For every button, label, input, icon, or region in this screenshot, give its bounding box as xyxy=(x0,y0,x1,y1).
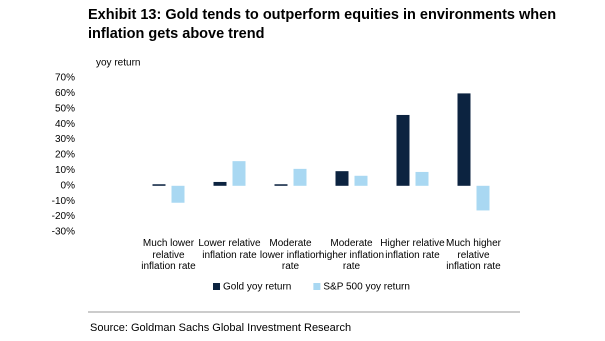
y-tick-label: -30% xyxy=(52,227,75,238)
y-tick-label: 50% xyxy=(55,103,75,114)
y-tick-label: 20% xyxy=(55,150,75,161)
bar xyxy=(415,171,429,186)
bar xyxy=(354,175,368,186)
y-tick-label: -20% xyxy=(52,211,75,222)
bar xyxy=(232,161,246,186)
bar xyxy=(457,93,471,186)
x-tick-label: Moderate higher inflation rate xyxy=(318,238,385,272)
y-tick-label: -10% xyxy=(52,196,75,207)
bar xyxy=(293,168,307,186)
x-tick-label: Moderate lower inflation rate xyxy=(259,238,322,272)
y-tick-label: 40% xyxy=(55,119,75,130)
y-tick-label: 60% xyxy=(55,88,75,99)
bar xyxy=(171,185,185,203)
legend-label: S&P 500 yoy return xyxy=(323,282,410,293)
x-tick-label: Much higher relative inflation rate xyxy=(445,238,502,272)
bar xyxy=(396,114,410,186)
bar xyxy=(152,184,166,186)
bar xyxy=(335,171,349,186)
bar xyxy=(274,184,288,186)
y-tick-label: 0% xyxy=(61,180,76,191)
y-axis-label: yoy return xyxy=(96,58,140,69)
y-tick-label: 30% xyxy=(55,134,75,145)
legend-swatch xyxy=(313,283,321,290)
x-tick-label: Lower relative inflation rate xyxy=(198,238,261,261)
y-tick-label: 70% xyxy=(55,73,75,84)
bar xyxy=(476,185,490,211)
source: Source: Goldman Sachs Global Investment … xyxy=(90,322,351,334)
y-tick-label: 10% xyxy=(55,165,75,176)
legend-swatch xyxy=(213,283,220,290)
bar xyxy=(213,181,227,186)
x-tick-label: Higher relative inflation rate xyxy=(380,238,445,261)
x-tick-label: Much lower relative inflation rate xyxy=(141,238,196,272)
chart-title: Exhibit 13: Gold tends to outperform equ… xyxy=(88,7,557,42)
legend-label: Gold yoy return xyxy=(223,282,291,293)
